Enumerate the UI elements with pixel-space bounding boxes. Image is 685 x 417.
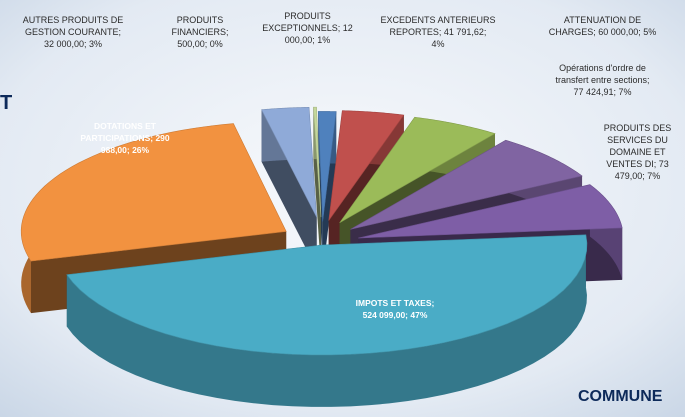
slice-label-autres-produits: AUTRES PRODUITS DE GESTION COURANTE; 32 … xyxy=(22,15,124,49)
pie-slice-top-1 xyxy=(313,106,322,218)
pie-slice-top-5 xyxy=(350,139,583,230)
heading-fragment-left: T xyxy=(0,92,13,114)
pie-slice-top-8 xyxy=(20,123,287,262)
slice-label-operations-ordre: Opérations d'ordre de transfert entre se… xyxy=(555,63,650,97)
slice-label-dotations: DOTATIONS ET PARTICIPATIONS; 290 988,00;… xyxy=(80,121,170,155)
pie-slice-top-3 xyxy=(328,110,405,221)
pie-slice-top-6 xyxy=(358,184,623,239)
slice-label-produits-services: PRODUITS DES SERVICES DU DOMAINE ET VENT… xyxy=(603,123,672,181)
pie-slice-top-2 xyxy=(317,111,337,222)
pie-slice-1 xyxy=(313,106,322,270)
slice-label-excedents: EXCEDENTS ANTERIEURS REPORTES; 41 791,62… xyxy=(380,15,496,49)
pie-slice-top-0 xyxy=(261,107,317,218)
slice-label-produits-financiers: PRODUITS FINANCIERS; 500,00; 0% xyxy=(171,15,229,49)
pie-slice-2 xyxy=(317,111,337,274)
pie-slice-top-7 xyxy=(66,234,588,356)
slice-label-produits-exceptionnels: PRODUITS EXCEPTIONNELS; 12 000,00; 1% xyxy=(262,11,353,45)
pie-slice-top-4 xyxy=(339,116,496,224)
pie-slice-rim-7 xyxy=(66,234,587,407)
pie-slice-7 xyxy=(66,234,588,407)
slice-label-attenuation: ATTENUATION DE CHARGES; 60 000,00; 5% xyxy=(548,15,657,37)
slice-label-impots-taxes: IMPOTS ET TAXES; 524 099,00; 47% xyxy=(355,298,435,320)
heading-fragment-bottom: COMMUNE xyxy=(578,388,663,405)
pie-slice-0 xyxy=(261,107,317,270)
